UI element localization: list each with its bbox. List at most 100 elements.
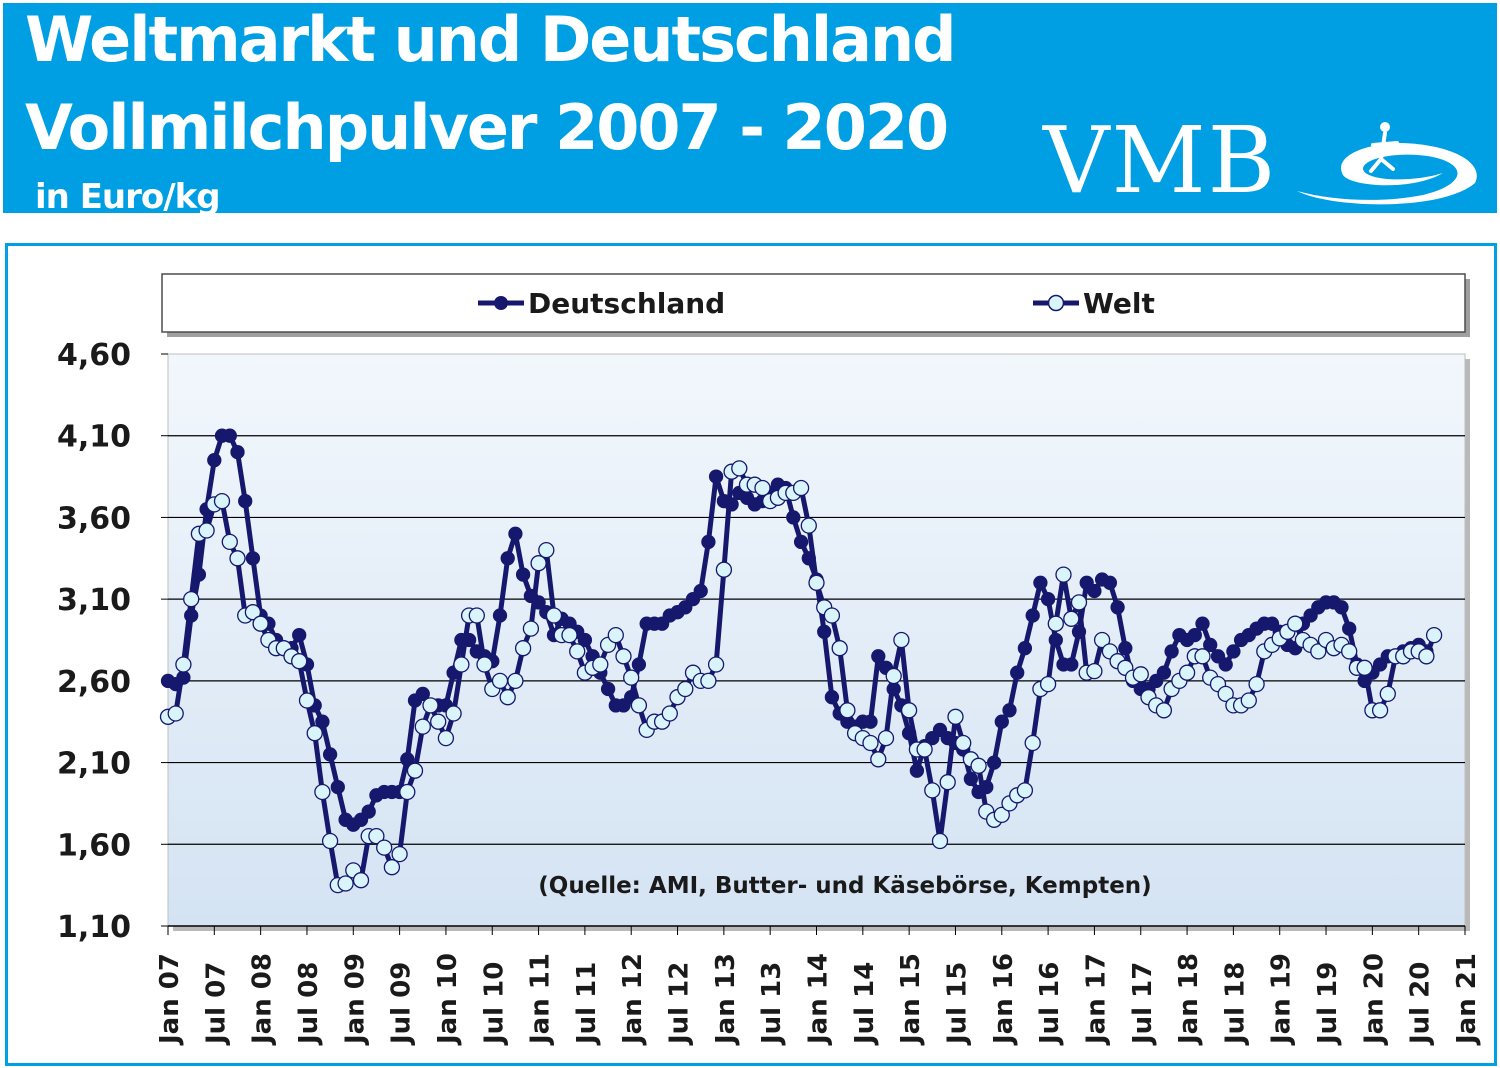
data-point-deutschland: [1017, 641, 1033, 656]
x-tick-label: Jul 13: [757, 962, 787, 1046]
x-axis-ticks: Jan 07 Jul 07 Jan 08 Jul 08 Jan 09 Jul 09 Jan …: [155, 925, 1482, 1046]
data-point-deutschland: [1110, 600, 1125, 615]
y-tick-label: 4,60: [57, 338, 131, 373]
data-point-welt: [561, 626, 578, 644]
data-point-welt: [507, 672, 524, 690]
x-tick-label: Jan 08: [248, 953, 278, 1046]
data-point-deutschland: [492, 608, 508, 623]
data-point-welt: [607, 626, 624, 644]
x-tick-label: Jul 17: [1128, 962, 1158, 1046]
data-point-welt: [453, 656, 470, 673]
data-point-welt: [1217, 685, 1234, 703]
data-point-welt: [731, 460, 748, 477]
data-point-welt: [1194, 648, 1211, 665]
data-point-welt: [970, 757, 987, 774]
data-point-deutschland: [786, 510, 801, 525]
data-point-welt: [661, 705, 678, 722]
data-point-welt: [623, 669, 640, 686]
data-point-welt: [808, 574, 825, 591]
y-tick-label: 2,60: [57, 665, 131, 700]
data-point-welt: [244, 604, 262, 621]
data-point-welt: [862, 734, 879, 752]
data-point-welt: [939, 774, 956, 791]
data-point-welt: [677, 680, 694, 698]
data-point-deutschland: [824, 690, 840, 705]
data-point-welt: [615, 648, 632, 665]
data-point-welt: [1039, 675, 1057, 693]
data-point-welt: [1356, 659, 1373, 676]
data-point-welt: [491, 672, 509, 690]
data-point-deutschland: [245, 551, 261, 566]
x-tick-label: Jul 08: [294, 962, 324, 1046]
data-point-deutschland: [230, 444, 245, 460]
x-tick-label: Jul 12: [665, 962, 695, 1046]
x-tick-label: Jul 18: [1220, 962, 1250, 1046]
data-point-welt: [422, 697, 439, 714]
data-point-welt: [499, 689, 516, 706]
data-point-deutschland: [1064, 657, 1079, 672]
gridlines: [168, 435, 1465, 845]
data-point-deutschland: [1164, 644, 1179, 659]
data-point-welt: [715, 561, 733, 578]
legend: Deutschland Welt: [478, 287, 1155, 320]
data-point-welt: [545, 607, 563, 624]
data-point-welt: [522, 620, 540, 637]
vmb-logo: VMB: [1043, 107, 1493, 214]
data-point-deutschland: [600, 681, 616, 697]
data-point-deutschland: [207, 453, 222, 468]
data-point-deutschland: [1195, 616, 1210, 631]
data-point-deutschland: [863, 714, 878, 729]
data-point-deutschland: [322, 747, 338, 762]
data-point-welt: [1310, 643, 1327, 660]
data-point-welt: [406, 762, 424, 779]
data-point-welt: [823, 607, 841, 624]
data-point-welt: [1047, 615, 1064, 632]
data-point-deutschland: [963, 771, 979, 787]
data-point-deutschland: [315, 714, 330, 729]
x-tick-label: Jan 17: [1081, 953, 1111, 1046]
x-tick-label: Jul 09: [387, 962, 417, 1046]
data-point-welt: [229, 550, 246, 567]
data-point-deutschland: [909, 763, 925, 778]
data-point-welt: [900, 702, 918, 719]
data-point-welt: [839, 702, 856, 719]
data-point-deutschland: [515, 567, 531, 582]
data-point-welt: [1178, 664, 1196, 681]
data-point-welt: [1063, 610, 1080, 627]
data-point-welt: [291, 653, 308, 670]
data-point-welt: [399, 783, 416, 801]
data-point-deutschland: [1087, 583, 1102, 599]
data-point-welt: [414, 718, 431, 735]
data-point-deutschland: [1334, 600, 1349, 615]
legend-marker-welt: [1047, 294, 1065, 312]
data-point-deutschland: [1218, 657, 1233, 672]
data-point-welt: [213, 492, 231, 510]
data-point-welt: [1240, 692, 1257, 709]
series-welt: [159, 460, 1443, 894]
header-banner: Weltmarkt und Deutschland Vollmilchpulve…: [3, 3, 1497, 217]
data-point-welt: [700, 672, 717, 690]
data-point-deutschland: [1010, 665, 1025, 680]
data-point-welt: [947, 708, 964, 725]
legend-marker-deutschland: [494, 296, 508, 310]
data-point-welt: [391, 845, 408, 863]
data-point-welt: [630, 697, 648, 714]
data-point-welt: [1418, 648, 1435, 665]
data-point-welt: [1016, 782, 1034, 799]
data-point-welt: [376, 839, 393, 856]
data-point-deutschland: [631, 657, 647, 672]
x-tick-label: Jan 12: [618, 953, 648, 1046]
x-tick-label: Jul 16: [1035, 962, 1065, 1046]
data-point-welt: [592, 656, 609, 673]
x-tick-label: Jan 19: [1267, 953, 1297, 1046]
data-point-welt: [924, 782, 941, 799]
data-point-deutschland: [1033, 575, 1048, 590]
x-tick-label: Jan 15: [896, 953, 926, 1046]
data-point-welt: [175, 656, 192, 673]
data-point-welt: [514, 640, 532, 657]
data-point-welt: [1093, 631, 1111, 649]
data-point-deutschland: [361, 804, 376, 819]
data-point-deutschland: [1002, 703, 1017, 718]
data-point-deutschland: [793, 534, 809, 550]
data-point-welt: [1341, 643, 1358, 660]
